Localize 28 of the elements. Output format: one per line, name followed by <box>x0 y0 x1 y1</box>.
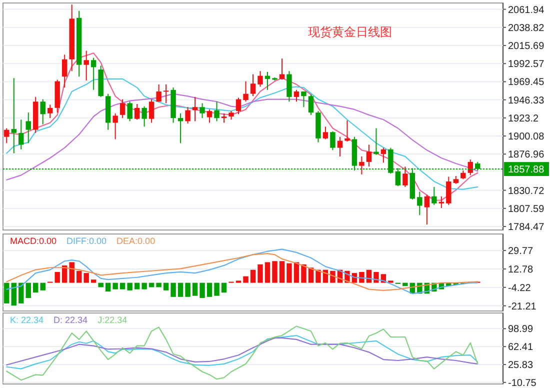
y-tick-label: 62.41 <box>508 342 534 354</box>
series-label: J:22.34 <box>98 315 128 325</box>
y-tick-label: 2015.69 <box>508 41 545 52</box>
y-tick-label: 25.83 <box>508 360 534 371</box>
y-tick-label: 2038.82 <box>508 22 545 34</box>
y-tick-label: -10.75 <box>508 378 537 388</box>
y-tick-label: 12.78 <box>508 264 534 276</box>
y-tick-label: -21.21 <box>508 301 537 312</box>
y-tick-label: 2061.94 <box>508 4 545 16</box>
text: D: 22.34 <box>54 315 88 325</box>
y-tick-label: 1784.47 <box>508 222 545 233</box>
y-tick-label: 1830.72 <box>508 186 545 197</box>
series-label: DIFF:0.00 <box>66 236 107 246</box>
y-tick-label: 29.77 <box>508 246 534 258</box>
y-tick-label: 1923.2 <box>508 113 540 124</box>
y-tick-label: 1969.45 <box>508 77 545 88</box>
y-tick-label: 1900.08 <box>508 132 545 143</box>
text: MACD:0.00 <box>10 236 57 246</box>
y-tick-label: 98.99 <box>508 324 534 336</box>
ref-line-label: 1857.88 <box>508 164 545 176</box>
y-tick-label: 1992.57 <box>508 59 545 70</box>
text: DEA:0.00 <box>116 236 156 246</box>
y-tick-label: 1946.33 <box>508 95 545 106</box>
text: 现货黄金日线图 <box>308 25 392 39</box>
y-tick-label: 1807.59 <box>508 204 545 215</box>
y-tick-label: 1876.96 <box>508 150 545 161</box>
y-tick-label: -4.22 <box>508 282 532 294</box>
text: K: 22.34 <box>10 315 44 325</box>
